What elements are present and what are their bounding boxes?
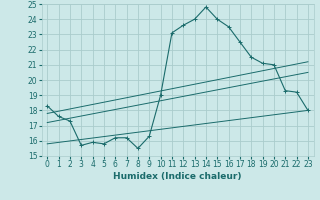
X-axis label: Humidex (Indice chaleur): Humidex (Indice chaleur) <box>113 172 242 181</box>
